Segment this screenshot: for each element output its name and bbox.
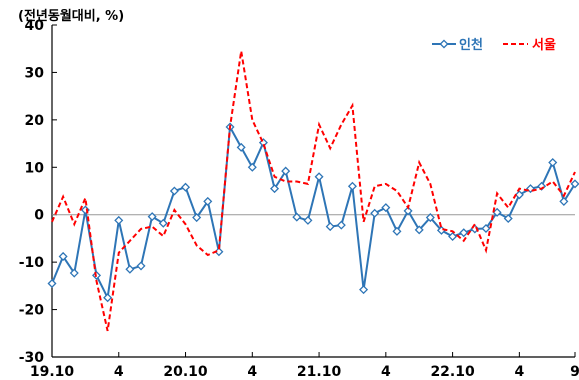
data-point xyxy=(114,215,124,225)
data-point xyxy=(181,182,191,192)
data-point xyxy=(236,142,246,152)
data-point xyxy=(514,190,524,200)
data-point xyxy=(125,264,135,274)
y-tick-label: 30 xyxy=(25,65,45,81)
data-point xyxy=(559,196,569,206)
data-point xyxy=(147,212,157,222)
data-point xyxy=(169,186,179,196)
data-point xyxy=(247,162,257,172)
series-line-seoul xyxy=(51,50,576,332)
data-point xyxy=(414,225,424,235)
series-layer xyxy=(47,50,579,332)
data-point xyxy=(425,213,435,223)
data-point xyxy=(192,213,202,223)
legend-label-seoul: 서울 xyxy=(532,37,556,53)
data-point xyxy=(281,166,291,176)
y-axis: 40 30 20 10 0 -10 -20 -30 xyxy=(19,18,57,366)
data-point xyxy=(69,268,79,278)
data-point xyxy=(58,251,68,261)
data-point xyxy=(548,158,558,168)
data-point xyxy=(492,207,502,217)
data-point xyxy=(392,226,402,236)
data-point xyxy=(270,184,280,194)
data-point xyxy=(325,222,335,232)
data-point xyxy=(359,285,369,295)
data-point xyxy=(314,172,324,182)
data-point xyxy=(103,293,113,303)
x-tick-label: 20.10 xyxy=(163,364,208,380)
data-point xyxy=(503,213,513,224)
data-point xyxy=(292,212,302,222)
x-tick-label: 4 xyxy=(381,364,391,380)
legend-label-incheon: 인천 xyxy=(459,37,483,53)
y-tick-label: 0 xyxy=(34,208,44,224)
data-point xyxy=(303,215,313,225)
x-tick-label: 9 xyxy=(570,364,579,380)
legend-marker-incheon xyxy=(439,39,449,49)
data-point xyxy=(47,278,57,289)
data-point xyxy=(370,208,380,218)
x-tick-label: 4 xyxy=(514,364,524,380)
data-point xyxy=(448,232,458,242)
unit-label: (전년동월대비, %) xyxy=(18,8,124,24)
data-point xyxy=(203,196,213,206)
y-tick-label: -30 xyxy=(19,350,45,366)
data-point xyxy=(459,228,469,238)
x-tick-label: 4 xyxy=(114,364,124,380)
data-point xyxy=(381,203,391,213)
y-tick-label: -10 xyxy=(19,255,45,271)
data-point xyxy=(481,223,491,233)
data-point xyxy=(403,206,413,216)
x-tick-label: 21.10 xyxy=(297,364,342,380)
y-tick-label: 20 xyxy=(25,113,45,129)
x-tick-label: 4 xyxy=(247,364,257,380)
x-tick-label: 19.10 xyxy=(30,364,75,380)
data-point xyxy=(570,179,579,189)
x-tick-label: 22.10 xyxy=(430,364,475,380)
y-tick-label: -20 xyxy=(19,303,45,319)
data-point xyxy=(336,220,346,230)
data-point xyxy=(136,261,146,271)
legend: 인천 서울 xyxy=(432,37,556,53)
data-point xyxy=(158,218,168,228)
data-point xyxy=(347,181,357,191)
y-tick-label: 10 xyxy=(25,160,45,176)
x-axis: 19.10 4 20.10 4 21.10 4 22.10 4 9 xyxy=(30,214,579,380)
y-tick-label: 40 xyxy=(25,18,45,34)
